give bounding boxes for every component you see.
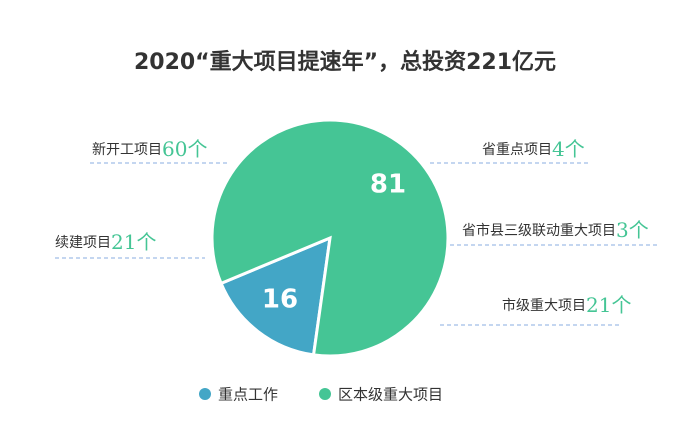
- pie-slice: [219, 235, 332, 357]
- annotation-number: 60个: [162, 137, 207, 161]
- legend-marker: [319, 388, 331, 400]
- annotation: 续建项目21个: [55, 230, 156, 254]
- annotation-text: 新开工项目: [92, 142, 162, 158]
- annotation-number: 4个: [552, 137, 585, 161]
- annotation-number: 21个: [111, 230, 156, 254]
- annotation: 市级重大项目21个: [502, 293, 631, 317]
- data-label: 16: [262, 285, 298, 315]
- legend-marker: [199, 388, 211, 400]
- annotation: 省市县三级联动重大项目3个: [462, 218, 649, 242]
- annotation-number: 3个: [616, 218, 649, 242]
- legend-label: 区本级重大项目: [338, 386, 443, 404]
- annotation: 新开工项目60个: [92, 137, 207, 161]
- annotation-number: 21个: [586, 293, 631, 317]
- annotation-text: 省重点项目: [482, 142, 552, 158]
- annotation: 省重点项目4个: [482, 137, 585, 161]
- legend-label: 重点工作: [218, 386, 278, 404]
- pie-slice: [210, 118, 450, 358]
- data-label: 81: [370, 170, 406, 200]
- annotation-text: 省市县三级联动重大项目: [462, 222, 616, 239]
- annotation-text: 市级重大项目: [502, 297, 586, 314]
- annotation-text: 续建项目: [55, 234, 111, 251]
- chart-title: 2020“重大项目提速年”，总投资221亿元: [134, 49, 556, 75]
